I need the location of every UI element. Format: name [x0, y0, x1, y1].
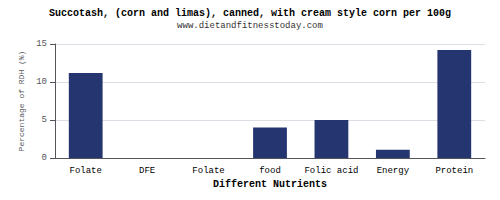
svg-text:0: 0 [42, 153, 47, 163]
svg-text:Percentage of RDH (%): Percentage of RDH (%) [17, 51, 26, 152]
svg-text:food: food [259, 166, 281, 176]
svg-text:5: 5 [42, 115, 47, 125]
svg-text:Folate: Folate [70, 166, 102, 176]
svg-text:www.dietandfitnesstoday.com: www.dietandfitnesstoday.com [177, 21, 323, 31]
svg-text:Different Nutrients: Different Nutrients [213, 179, 327, 190]
svg-text:Protein: Protein [435, 166, 473, 176]
svg-text:Folate: Folate [192, 166, 224, 176]
svg-text:Energy: Energy [377, 166, 410, 176]
svg-text:DFE: DFE [139, 166, 155, 176]
svg-text:Succotash, (corn and limas), c: Succotash, (corn and limas), canned, wit… [49, 8, 451, 19]
svg-text:10: 10 [36, 77, 47, 87]
svg-text:15: 15 [36, 39, 47, 49]
svg-text:Folic acid: Folic acid [304, 166, 358, 176]
